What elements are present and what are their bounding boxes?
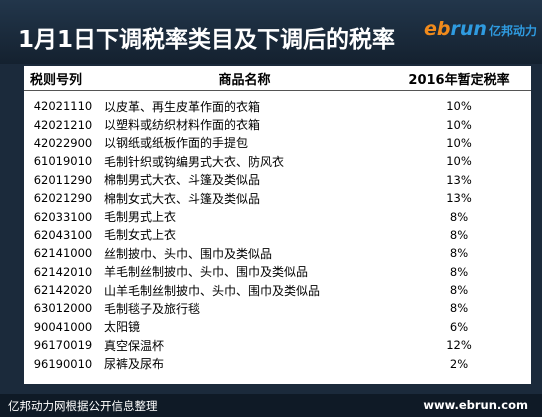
product-name-cell: 真空保温杯	[104, 338, 165, 353]
table-row: 96170019 真空保温杯 12%	[24, 336, 531, 354]
table-row: 62142020 山羊毛制丝制披巾、头巾、围巾及类似品 8%	[24, 281, 531, 299]
table-panel: 税则号列 商品名称 2016年暂定税率 42021110 以皮革、再生皮革作面的衣…	[24, 66, 531, 384]
table-row: 62043100 毛制女式上衣 8%	[24, 226, 531, 244]
product-name-cell: 羊毛制丝制披巾、头巾、围巾及类似品	[104, 265, 309, 280]
table-header-row: 税则号列 商品名称 2016年暂定税率	[24, 66, 531, 91]
tax-rate-cell: 10%	[446, 99, 472, 114]
logo-text-e: eb	[424, 18, 451, 40]
tax-rate-cell: 10%	[446, 154, 472, 169]
table-row: 62141000 丝制披巾、头巾、围巾及类似品 8%	[24, 244, 531, 262]
footer-bar: 亿邦动力网根据公开信息整理 www.ebrun.com	[0, 394, 542, 417]
product-name-cell: 毛制针织或钩编男式大衣、防风衣	[104, 154, 285, 169]
tariff-code-cell: 90041000	[33, 319, 93, 334]
header-banner: 1月1日下调税率类目及下调后的税率 ebrun 亿邦动力	[0, 0, 542, 64]
table-body: 42021110 以皮革、再生皮革作面的衣箱 10% 42021210 以塑料或纺织材料…	[24, 91, 531, 373]
tariff-code-cell: 42021210	[33, 117, 93, 132]
tariff-code-cell: 42021110	[33, 99, 93, 114]
tax-rate-cell: 6%	[449, 319, 469, 334]
tax-rate-cell: 8%	[449, 301, 469, 316]
table-row: 62011290 棉制男式大衣、斗篷及类似品 13%	[24, 171, 531, 189]
tax-rate-cell: 10%	[446, 135, 472, 150]
product-name-cell: 棉制女式大衣、斗篷及类似品	[104, 191, 261, 206]
product-name-cell: 以钢纸或纸板作面的手提包	[104, 136, 249, 151]
tariff-code-cell: 96190010	[33, 356, 93, 371]
product-name-cell: 丝制披巾、头巾、围巾及类似品	[104, 246, 273, 261]
tariff-table: 税则号列 商品名称 2016年暂定税率 42021110 以皮革、再生皮革作面的衣…	[24, 66, 531, 373]
tax-rate-cell: 8%	[449, 209, 469, 224]
table-row: 96190010 尿裤及尿布 2%	[24, 354, 531, 372]
tariff-code-cell: 42022900	[33, 135, 93, 150]
tax-rate-cell: 2%	[449, 356, 469, 371]
tax-rate-cell: 10%	[446, 117, 472, 132]
table-row: 90041000 太阳镜 6%	[24, 318, 531, 336]
tax-rate-cell: 8%	[449, 227, 469, 242]
table-row: 62021290 棉制女式大衣、斗篷及类似品 13%	[24, 189, 531, 207]
tariff-code-cell: 61019010	[33, 154, 93, 169]
tax-rate-cell: 8%	[449, 264, 469, 279]
table-row: 42021210 以塑料或纺织材料作面的衣箱 10%	[24, 115, 531, 133]
product-name-cell: 以塑料或纺织材料作面的衣箱	[104, 118, 261, 133]
tax-rate-cell: 12%	[446, 338, 472, 353]
column-header-name: 商品名称	[102, 66, 387, 91]
tax-rate-cell: 13%	[446, 172, 472, 187]
product-name-cell: 毛制男式上衣	[104, 210, 177, 225]
ebrun-logo: ebrun 亿邦动力	[424, 18, 537, 40]
page-title: 1月1日下调税率类目及下调后的税率	[18, 27, 396, 53]
table-row: 62033100 毛制男式上衣 8%	[24, 207, 531, 225]
tariff-code-cell: 62141000	[33, 246, 93, 261]
tariff-code-cell: 62021290	[33, 191, 93, 206]
table-row: 63012000 毛制毯子及旅行毯 8%	[24, 299, 531, 317]
footer-website: www.ebrun.com	[423, 398, 528, 412]
tax-rate-cell: 8%	[449, 283, 469, 298]
tax-rate-cell: 13%	[446, 191, 472, 206]
footer-source-note: 亿邦动力网根据公开信息整理	[8, 399, 158, 413]
tariff-code-cell: 62011290	[33, 172, 93, 187]
table-row: 61019010 毛制针织或钩编男式大衣、防风衣 10%	[24, 152, 531, 170]
product-name-cell: 毛制毯子及旅行毯	[104, 301, 201, 316]
tariff-code-cell: 96170019	[33, 338, 93, 353]
product-name-cell: 毛制女式上衣	[104, 228, 177, 243]
tariff-code-cell: 62142010	[33, 264, 93, 279]
table-row: 42021110 以皮革、再生皮革作面的衣箱 10%	[24, 97, 531, 115]
product-name-cell: 棉制男式大衣、斗篷及类似品	[104, 173, 261, 188]
table-row: 42022900 以钢纸或纸板作面的手提包 10%	[24, 134, 531, 152]
tariff-code-cell: 62043100	[33, 227, 93, 242]
tariff-code-cell: 62142020	[33, 283, 93, 298]
tariff-code-cell: 63012000	[33, 301, 93, 316]
product-name-cell: 太阳镜	[104, 320, 141, 335]
product-name-cell: 以皮革、再生皮革作面的衣箱	[104, 99, 261, 114]
logo-text-cn: 亿邦动力	[488, 24, 537, 38]
tax-rate-cell: 8%	[449, 246, 469, 261]
product-name-cell: 尿裤及尿布	[104, 357, 165, 372]
logo-text-run: run	[450, 18, 487, 40]
table-row: 62142010 羊毛制丝制披巾、头巾、围巾及类似品 8%	[24, 263, 531, 281]
product-name-cell: 山羊毛制丝制披巾、头巾、围巾及类似品	[104, 283, 321, 298]
tariff-code-cell: 62033100	[33, 209, 93, 224]
column-header-code: 税则号列	[24, 66, 102, 91]
column-header-rate: 2016年暂定税率	[387, 66, 531, 91]
